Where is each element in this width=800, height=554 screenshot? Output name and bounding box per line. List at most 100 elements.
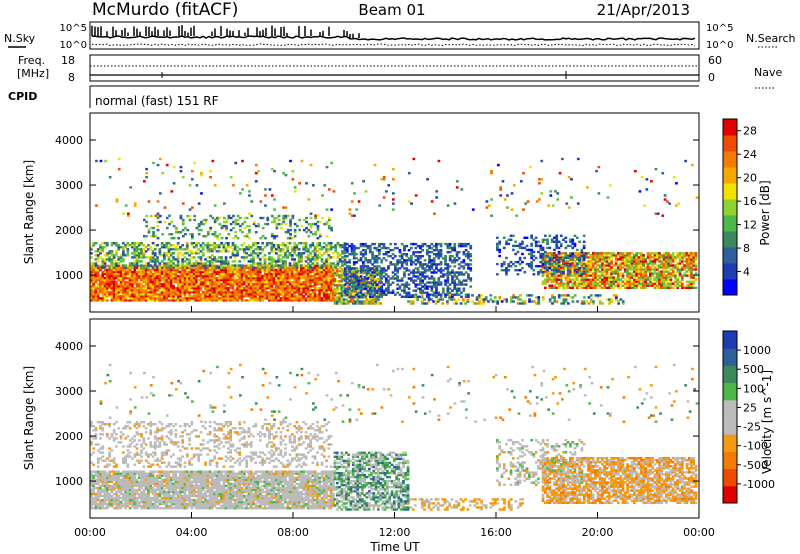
heatmap-cell bbox=[236, 293, 239, 296]
heatmap-cell bbox=[530, 294, 534, 297]
heatmap-cell bbox=[190, 295, 194, 298]
heatmap-cell bbox=[318, 291, 322, 294]
heatmap-cell bbox=[678, 282, 682, 285]
heatmap-cell bbox=[582, 272, 586, 275]
heatmap-cell bbox=[311, 297, 315, 300]
heatmap-cell bbox=[448, 242, 452, 246]
heatmap-cell bbox=[596, 258, 600, 261]
heatmap-cell bbox=[115, 264, 118, 267]
heatmap-cell bbox=[300, 287, 303, 290]
heatmap-cell bbox=[366, 291, 370, 294]
heatmap-cell bbox=[181, 289, 184, 292]
heatmap-cell bbox=[243, 266, 246, 270]
heatmap-cell bbox=[635, 268, 638, 271]
heatmap-cell bbox=[240, 248, 244, 251]
heatmap-cell bbox=[430, 271, 434, 274]
heatmap-cell bbox=[94, 250, 98, 253]
heatmap-cell bbox=[665, 274, 668, 277]
heatmap-cell bbox=[605, 268, 609, 271]
heatmap-cell bbox=[256, 276, 260, 280]
heatmap-cell bbox=[607, 282, 611, 285]
heatmap-cell bbox=[575, 258, 579, 261]
heatmap-cell bbox=[692, 286, 696, 289]
heatmap-cell bbox=[432, 294, 435, 297]
heatmap-cell bbox=[297, 293, 301, 296]
heatmap-cell bbox=[311, 262, 315, 265]
heatmap-cell bbox=[222, 280, 226, 284]
heatmap-cell bbox=[115, 262, 118, 265]
heatmap-cell bbox=[142, 297, 146, 300]
heatmap-cell bbox=[380, 295, 383, 298]
heatmap-cell bbox=[224, 246, 228, 249]
heatmap-cell bbox=[591, 274, 595, 277]
heatmap-cell bbox=[348, 244, 351, 248]
heatmap-cell bbox=[106, 244, 109, 247]
heatmap-cell bbox=[630, 258, 634, 261]
heatmap-cell bbox=[633, 276, 636, 279]
heatmap-cell bbox=[325, 246, 328, 249]
heatmap-cell bbox=[329, 248, 333, 251]
heatmap-cell bbox=[510, 296, 513, 299]
heatmap-cell bbox=[681, 268, 684, 271]
heatmap-cell bbox=[332, 274, 335, 278]
heatmap-cell bbox=[192, 297, 196, 300]
heatmap-cell bbox=[341, 244, 344, 247]
heatmap-cell bbox=[450, 298, 454, 301]
heatmap-cell bbox=[394, 242, 397, 246]
heatmap-cell bbox=[272, 283, 276, 286]
heatmap-cell bbox=[400, 283, 404, 286]
heatmap-cell bbox=[131, 287, 134, 290]
heatmap-cell bbox=[548, 270, 552, 273]
heatmap-cell bbox=[350, 246, 354, 250]
heatmap-cell bbox=[124, 244, 127, 247]
heatmap-cell bbox=[678, 284, 682, 287]
heatmap-cell bbox=[374, 280, 378, 283]
heatmap-cell bbox=[421, 279, 425, 282]
heatmap-cell bbox=[119, 246, 123, 249]
heatmap-cell bbox=[405, 281, 409, 284]
heatmap-cell bbox=[142, 268, 146, 272]
heatmap-cell bbox=[227, 280, 230, 284]
heatmap-cell bbox=[342, 298, 346, 301]
heatmap-cell bbox=[569, 296, 572, 299]
heatmap-cell bbox=[665, 284, 668, 287]
heatmap-cell bbox=[108, 278, 111, 282]
heatmap-cell bbox=[594, 268, 597, 271]
heatmap-cell bbox=[649, 270, 652, 273]
heatmap-cell bbox=[692, 252, 696, 255]
heatmap-cell bbox=[343, 291, 347, 294]
heatmap-cell bbox=[96, 278, 100, 282]
heatmap-cell bbox=[582, 286, 586, 289]
heatmap-cell bbox=[480, 294, 483, 297]
heatmap-cell bbox=[351, 298, 355, 301]
heatmap-cell bbox=[553, 276, 556, 279]
heatmap-cell bbox=[313, 293, 317, 296]
heatmap-cell bbox=[99, 280, 102, 284]
heatmap-cell bbox=[514, 296, 518, 299]
heatmap-cell bbox=[229, 274, 232, 278]
heatmap-cell bbox=[174, 299, 178, 302]
heatmap-cell bbox=[90, 246, 93, 249]
heatmap-cell bbox=[676, 268, 680, 271]
noise-panel-frame bbox=[89, 21, 700, 50]
heatmap-cell bbox=[245, 270, 248, 274]
heatmap-cell bbox=[270, 262, 274, 265]
heatmap-cell bbox=[90, 287, 93, 290]
heatmap-cell bbox=[455, 289, 459, 292]
heatmap-cell bbox=[444, 283, 447, 286]
heatmap-cell bbox=[293, 266, 296, 270]
heatmap-cell bbox=[256, 242, 260, 245]
heatmap-cell bbox=[507, 265, 511, 268]
heatmap-cell bbox=[496, 302, 499, 305]
heatmap-cell bbox=[514, 244, 517, 248]
heatmap-cell bbox=[195, 252, 198, 255]
heatmap-cell bbox=[694, 252, 698, 255]
heatmap-cell bbox=[596, 278, 600, 281]
heatmap-cell bbox=[179, 246, 182, 249]
heatmap-cell bbox=[355, 285, 358, 288]
heatmap-cell bbox=[419, 251, 422, 254]
heatmap-cell bbox=[243, 293, 246, 296]
heatmap-cell bbox=[329, 270, 333, 274]
heatmap-cell bbox=[119, 258, 123, 261]
heatmap-cell bbox=[669, 282, 673, 285]
